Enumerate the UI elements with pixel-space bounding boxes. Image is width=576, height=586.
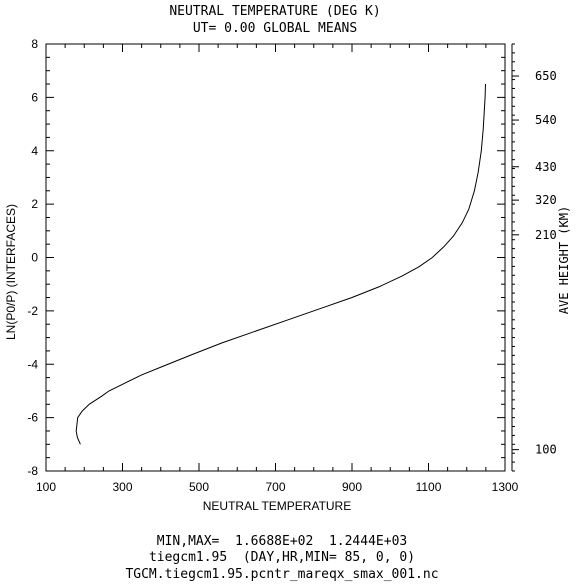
plot-border bbox=[45, 43, 506, 472]
y2-axis-label: AVE HEIGHT (KM) bbox=[557, 206, 571, 314]
y-tick-label: -4 bbox=[27, 357, 38, 371]
temperature-profile-line bbox=[75, 83, 486, 445]
footer-model: tiegcm1.95 (DAY,HR,MIN= 85, 0, 0) bbox=[149, 550, 415, 565]
x-tick-label: 1100 bbox=[416, 480, 442, 494]
x-axis-label: NEUTRAL TEMPERATURE bbox=[203, 499, 351, 513]
footer-minmax: MIN,MAX= 1.6688E+02 1.2444E+03 bbox=[157, 534, 407, 549]
y-tick-label: 6 bbox=[31, 90, 38, 104]
data-lines bbox=[75, 83, 486, 445]
right-axis-label: 100 bbox=[535, 443, 557, 457]
axes: 100 300 500 700 900 1100 1300 -8 -6 -4 -2 0 2 4 6 8 bbox=[27, 37, 518, 494]
right-axis-label: 210 bbox=[535, 228, 557, 242]
right-axis-label: 540 bbox=[535, 113, 557, 127]
right-axis-label: 320 bbox=[535, 193, 557, 207]
right-axis-label: 430 bbox=[535, 160, 557, 174]
x-tick-label: 700 bbox=[265, 480, 285, 494]
x-tick-label: 300 bbox=[112, 480, 132, 494]
right-axis-label: 650 bbox=[535, 69, 557, 83]
y-axis-label: LN(P0/P) (INTERFACES) bbox=[4, 204, 18, 340]
y-tick-label: 0 bbox=[31, 251, 38, 265]
y-tick-label: -8 bbox=[27, 464, 38, 478]
y-tick-label: -6 bbox=[27, 411, 38, 425]
x-tick-label: 100 bbox=[36, 480, 56, 494]
x-tick-label: 1300 bbox=[492, 480, 519, 494]
y-tick-label: 2 bbox=[31, 197, 38, 211]
right-height-axis: 100 210 320 430 540 650 bbox=[511, 43, 557, 472]
footer-file: TGCM.tiegcm1.95.pcntr_mareqx_smax_001.nc bbox=[125, 567, 438, 582]
y-tick-label: 4 bbox=[31, 144, 38, 158]
chart-subtitle: UT= 0.00 GLOBAL MEANS bbox=[193, 21, 357, 36]
x-tick-label: 900 bbox=[342, 480, 362, 494]
chart-title: NEUTRAL TEMPERATURE (DEG K) bbox=[169, 4, 380, 19]
y-tick-label: 8 bbox=[31, 37, 38, 51]
x-tick-label: 500 bbox=[189, 480, 209, 494]
y-tick-label: -2 bbox=[27, 304, 38, 318]
